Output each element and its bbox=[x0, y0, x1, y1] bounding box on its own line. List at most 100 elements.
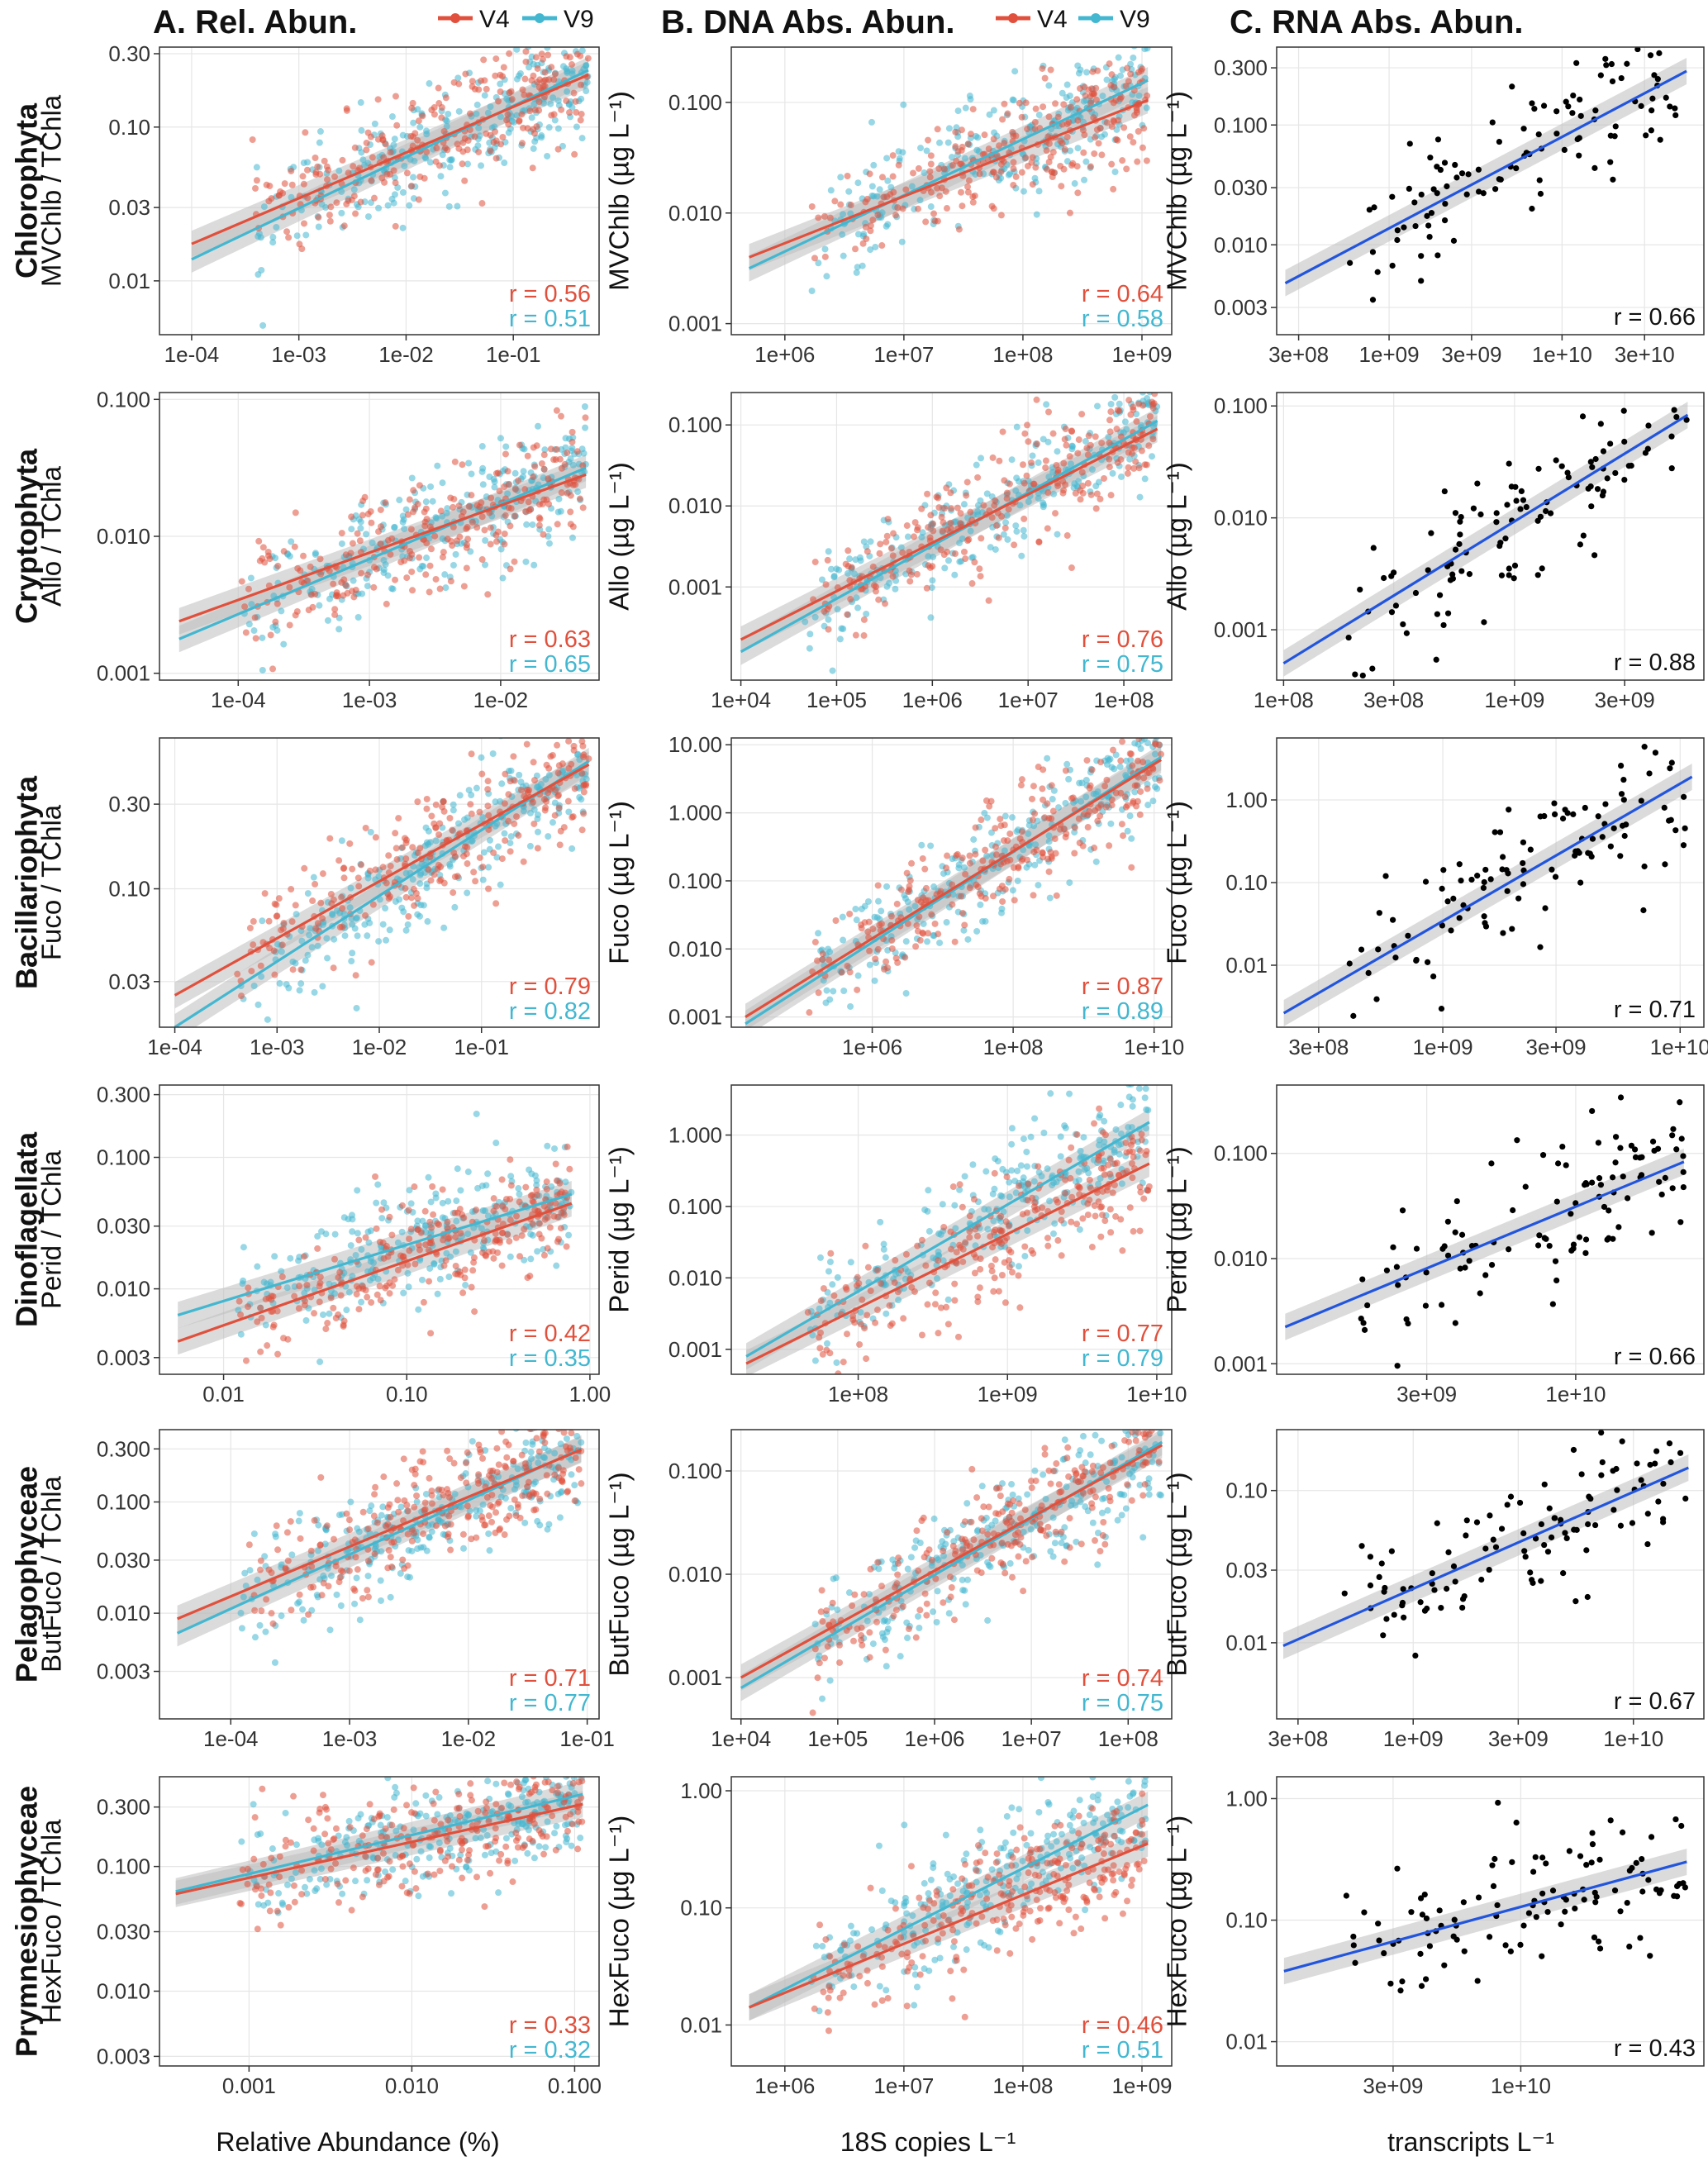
point-v4 bbox=[874, 945, 882, 953]
y-axis-label: Allo (µg L⁻¹) bbox=[1162, 462, 1192, 610]
point-v9 bbox=[535, 783, 542, 790]
point-v9 bbox=[530, 60, 537, 68]
point-v4 bbox=[1138, 67, 1145, 74]
point-v4 bbox=[437, 507, 445, 515]
point-v9 bbox=[983, 852, 991, 859]
point-v4 bbox=[321, 157, 328, 164]
point-v4 bbox=[338, 180, 345, 188]
data-point bbox=[1596, 1175, 1603, 1182]
r-label-v4: r = 0.79 bbox=[509, 973, 591, 1000]
point-v4 bbox=[429, 1183, 436, 1190]
point-v9 bbox=[1125, 1085, 1132, 1088]
data-point bbox=[1672, 105, 1678, 112]
point-v9 bbox=[990, 1217, 997, 1225]
point-v4 bbox=[548, 64, 555, 71]
point-v4 bbox=[340, 222, 348, 230]
point-v4 bbox=[323, 163, 331, 170]
point-v9 bbox=[1143, 104, 1150, 112]
y-tick-label: 0.10 bbox=[108, 877, 150, 902]
point-v9 bbox=[487, 103, 494, 111]
point-v9 bbox=[312, 551, 319, 559]
col-a-title: A. Rel. Abun. bbox=[153, 4, 357, 40]
point-v4 bbox=[315, 214, 322, 221]
data-point bbox=[1602, 55, 1609, 62]
point-v4 bbox=[415, 1241, 422, 1249]
point-v4 bbox=[1042, 457, 1049, 464]
point-v4 bbox=[535, 98, 543, 106]
data-point bbox=[1641, 744, 1648, 750]
point-v4 bbox=[926, 168, 934, 175]
point-v4 bbox=[546, 8, 553, 15]
point-v4 bbox=[516, 441, 523, 449]
point-v4 bbox=[507, 848, 514, 855]
point-v9 bbox=[1030, 1178, 1038, 1185]
point-v9 bbox=[418, 563, 426, 570]
point-v4 bbox=[999, 116, 1006, 123]
point-v4 bbox=[237, 1311, 245, 1318]
point-v4 bbox=[542, 804, 550, 812]
point-v4 bbox=[1103, 119, 1111, 126]
data-point bbox=[1529, 205, 1535, 212]
point-v9 bbox=[533, 1177, 540, 1184]
data-point bbox=[1427, 155, 1434, 161]
data-point bbox=[1577, 96, 1583, 103]
point-v4 bbox=[540, 451, 548, 459]
point-v9 bbox=[850, 570, 858, 578]
point-v9 bbox=[1111, 393, 1119, 401]
data-point bbox=[1399, 1207, 1406, 1214]
data-point bbox=[1577, 879, 1584, 886]
point-v4 bbox=[521, 91, 528, 98]
point-v4 bbox=[460, 1214, 468, 1221]
point-v9 bbox=[269, 234, 277, 241]
data-point bbox=[1413, 1245, 1420, 1252]
fit-line-v9 bbox=[174, 759, 590, 1027]
point-v4 bbox=[958, 188, 965, 196]
x-tick-label: 3e+10 bbox=[1615, 342, 1675, 367]
point-v9 bbox=[827, 565, 835, 573]
point-v9 bbox=[439, 512, 446, 520]
data-point bbox=[1442, 200, 1449, 207]
point-v4 bbox=[585, 700, 592, 707]
point-v4 bbox=[1073, 1130, 1081, 1138]
point-v4 bbox=[353, 1291, 360, 1298]
point-v9 bbox=[569, 445, 576, 452]
point-v4 bbox=[444, 1218, 451, 1226]
point-v4 bbox=[355, 1285, 363, 1292]
point-v9 bbox=[1055, 804, 1063, 812]
point-v4 bbox=[844, 547, 852, 555]
legend-b: V4 V9 bbox=[996, 6, 1150, 33]
point-v9 bbox=[441, 189, 449, 197]
point-v4 bbox=[511, 558, 518, 565]
point-v4 bbox=[1133, 782, 1140, 789]
point-v4 bbox=[264, 548, 272, 555]
point-v4 bbox=[368, 959, 375, 966]
point-v9 bbox=[930, 553, 937, 560]
point-v4 bbox=[440, 127, 448, 135]
x-tick-label: 1e+07 bbox=[998, 688, 1059, 712]
point-v4 bbox=[848, 564, 855, 571]
point-v9 bbox=[1057, 1153, 1064, 1160]
point-v4 bbox=[543, 797, 550, 805]
point-v4 bbox=[403, 574, 411, 582]
point-v9 bbox=[972, 132, 979, 140]
data-point bbox=[1411, 199, 1418, 206]
point-v4 bbox=[1106, 60, 1113, 68]
point-v9 bbox=[346, 904, 354, 912]
point-v4 bbox=[1128, 1159, 1135, 1167]
point-v9 bbox=[530, 561, 538, 569]
point-v9 bbox=[358, 1245, 365, 1253]
point-v4 bbox=[340, 865, 347, 873]
point-v4 bbox=[962, 555, 969, 563]
point-v4 bbox=[383, 879, 390, 887]
point-v4 bbox=[246, 925, 254, 932]
point-v9 bbox=[445, 1197, 452, 1205]
data-point bbox=[1500, 930, 1506, 936]
point-v9 bbox=[1125, 1124, 1132, 1131]
point-v4 bbox=[570, 742, 578, 750]
point-v9 bbox=[422, 155, 430, 162]
point-v9 bbox=[576, 793, 583, 801]
y-axis-label: Perid (µg L⁻¹) bbox=[604, 1146, 635, 1312]
point-v4 bbox=[439, 554, 446, 561]
point-v4 bbox=[522, 1183, 530, 1191]
x-tick-label: 1e+09 bbox=[1359, 342, 1420, 367]
